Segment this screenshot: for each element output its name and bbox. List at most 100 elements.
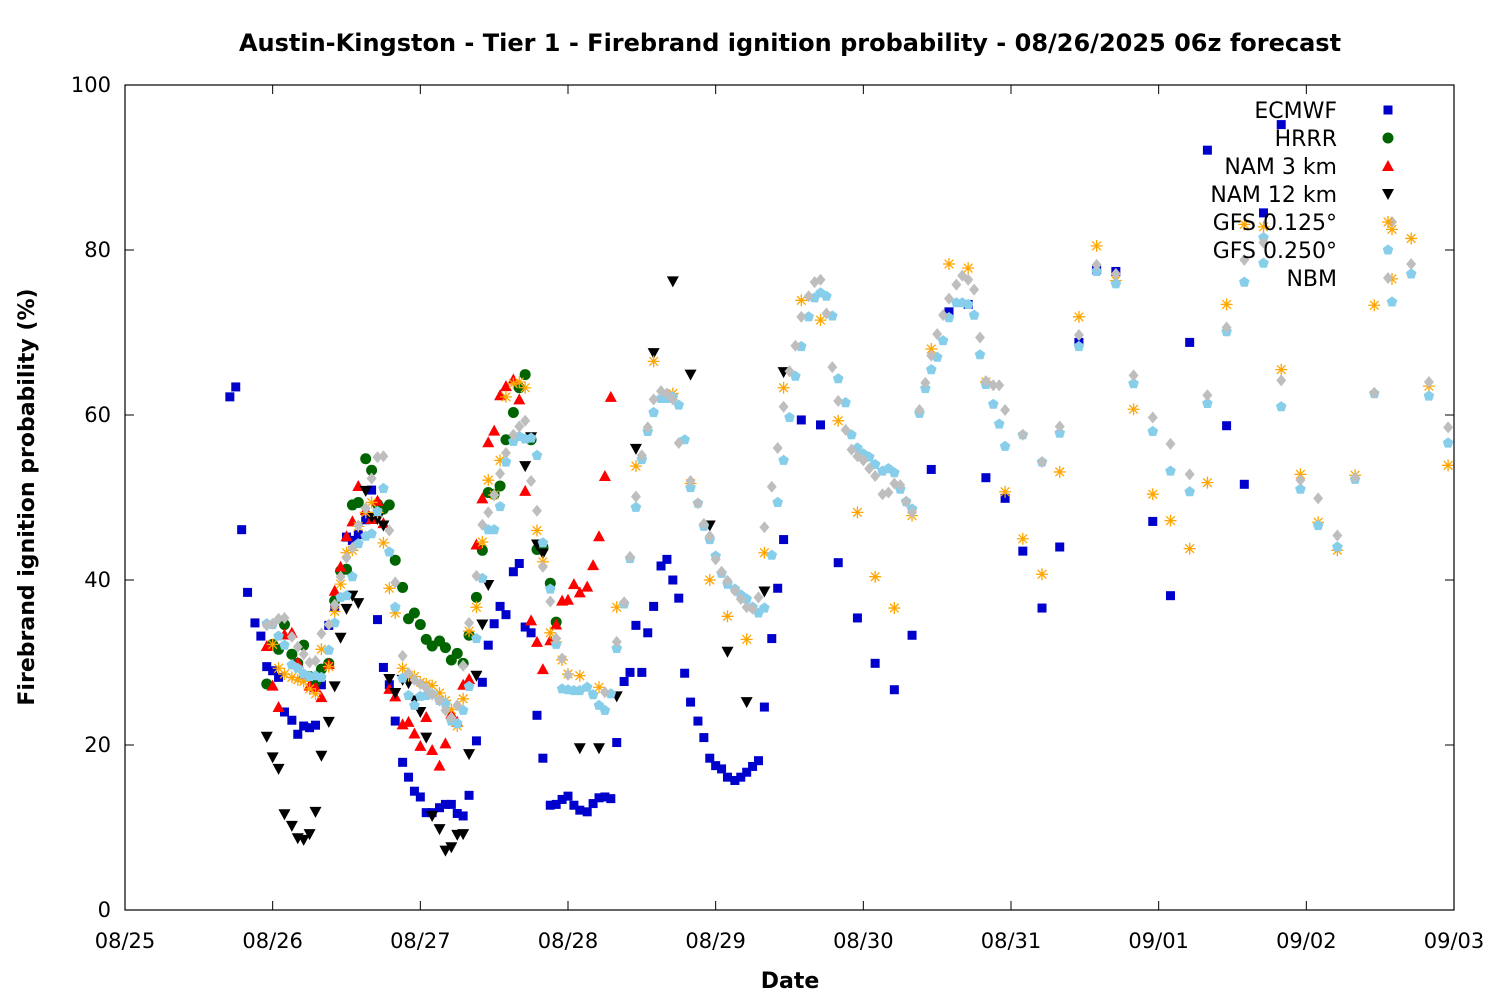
data-point [636, 449, 647, 462]
data-point [482, 436, 495, 448]
data-point [587, 559, 600, 571]
data-point [360, 453, 372, 465]
y-tick-label: 0 [98, 898, 111, 922]
data-point [1239, 253, 1250, 266]
data-point [704, 530, 715, 543]
data-point [648, 406, 659, 418]
data-point [907, 630, 917, 640]
data-point [889, 685, 899, 695]
data-point [581, 580, 594, 592]
data-point [1220, 298, 1233, 311]
data-point [297, 834, 310, 846]
series-nam-3-km [260, 373, 617, 771]
data-point [274, 672, 284, 682]
data-point [920, 376, 931, 389]
data-point [451, 717, 463, 729]
data-point [383, 674, 396, 685]
data-point [759, 602, 770, 613]
data-point [225, 392, 235, 402]
data-point [1350, 471, 1361, 484]
data-point [1185, 337, 1195, 347]
legend-label: GFS 0.250° [1213, 239, 1337, 264]
data-point [482, 474, 495, 487]
data-point [458, 811, 468, 821]
data-point [440, 704, 451, 717]
data-point [981, 473, 991, 483]
data-point [648, 393, 659, 406]
data-point [273, 612, 284, 625]
data-point [286, 648, 298, 660]
data-point [938, 309, 949, 322]
data-point [389, 554, 401, 566]
data-point [397, 649, 408, 662]
data-point [396, 662, 409, 675]
legend-marker [1383, 105, 1393, 115]
data-point [864, 462, 875, 475]
data-point [925, 364, 937, 375]
data-point [888, 602, 901, 615]
data-point [667, 393, 678, 406]
data-point [278, 619, 290, 631]
data-point [483, 506, 494, 519]
data-point [477, 677, 487, 687]
data-point [476, 536, 489, 549]
data-point [470, 670, 483, 682]
data-point [606, 794, 616, 804]
data-point [1202, 389, 1213, 402]
data-point [1257, 220, 1270, 233]
data-point [833, 558, 843, 568]
data-point [593, 743, 606, 755]
data-point [869, 570, 882, 583]
data-point [372, 451, 383, 464]
data-point [390, 576, 401, 589]
data-point [846, 443, 857, 456]
data-point [840, 397, 851, 408]
data-point [619, 596, 630, 609]
data-point [778, 400, 789, 413]
data-point [611, 642, 623, 653]
data-point [260, 731, 273, 743]
data-point [1332, 541, 1343, 552]
data-point [1276, 120, 1286, 130]
data-point [279, 639, 290, 650]
data-point [508, 567, 518, 577]
series-gfs-0-125 [266, 218, 1455, 733]
data-point [278, 809, 291, 821]
data-point [573, 586, 586, 598]
data-point [1222, 421, 1232, 431]
data-point [803, 311, 814, 322]
data-point [250, 618, 260, 628]
data-point [298, 648, 309, 661]
data-point [593, 530, 606, 542]
data-point [403, 689, 414, 700]
data-point [598, 470, 611, 482]
data-point [550, 618, 563, 630]
data-point [1054, 420, 1065, 433]
data-point [483, 640, 493, 650]
legend-label: GFS 0.125° [1213, 211, 1337, 236]
data-point [969, 283, 980, 296]
data-point [832, 373, 844, 384]
data-point [476, 619, 489, 631]
data-point [315, 691, 328, 703]
data-point [758, 546, 771, 559]
data-point [415, 792, 425, 802]
x-tick-label: 08/29 [685, 929, 746, 953]
data-point [315, 643, 328, 656]
data-point [519, 369, 531, 381]
data-point [1017, 428, 1028, 441]
data-point [914, 404, 925, 417]
data-point [630, 501, 642, 512]
data-point [457, 829, 470, 841]
data-point [378, 450, 389, 463]
data-point [1183, 542, 1196, 555]
data-point [1018, 546, 1028, 556]
data-point [452, 699, 463, 712]
data-point [562, 593, 574, 605]
x-tick-label: 08/27 [390, 929, 451, 953]
data-point [526, 475, 537, 487]
data-point [551, 799, 561, 809]
data-point [758, 586, 771, 598]
data-point [778, 454, 789, 465]
data-point [1313, 492, 1324, 505]
